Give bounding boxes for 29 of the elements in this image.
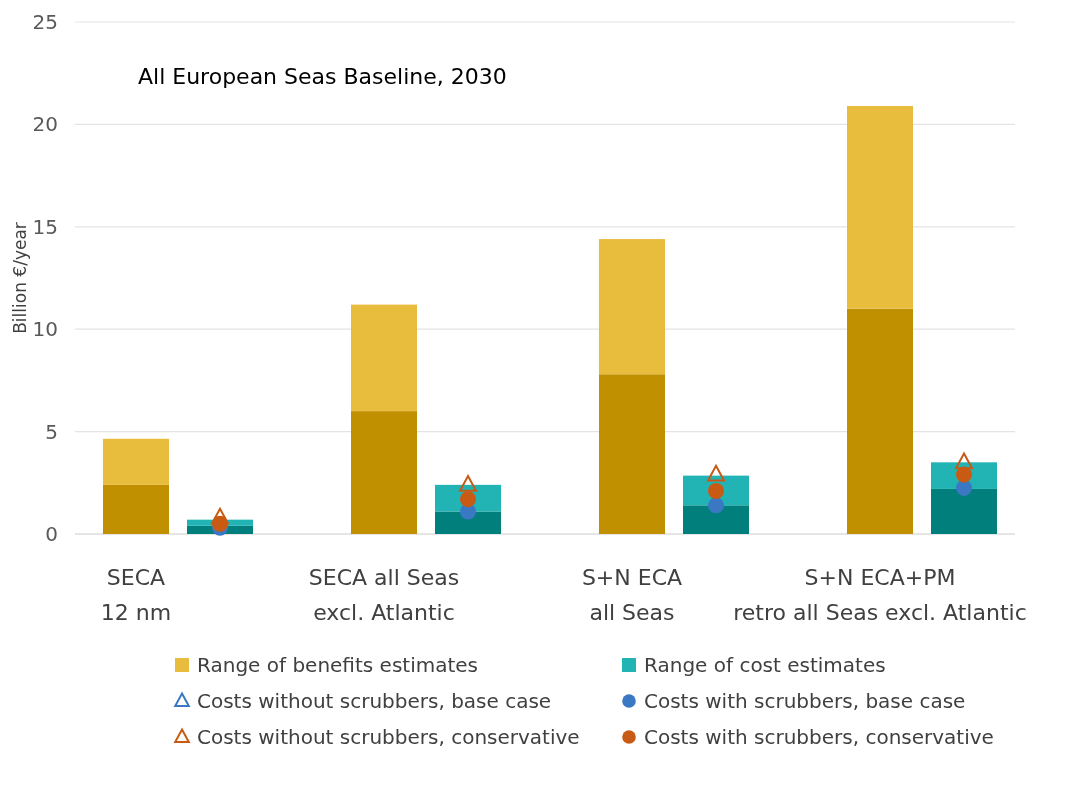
y-tick-label: 10 [32,317,58,342]
y-tick-label: 15 [32,214,58,239]
bar [599,374,665,534]
x-tick-label: SECA all Seas excl. Atlantic [308,565,460,625]
y-tick-label: 25 [32,10,58,34]
bar [847,308,913,534]
x-tick-label: S+N ECA all Seas [581,565,683,625]
bar [683,505,749,534]
bar [351,411,417,534]
x-tick-label: S+N ECA+PM retro all Seas excl. Atlantic [733,565,1027,625]
legend-label: Costs without scrubbers, base case [197,689,552,713]
y-tick-label: 5 [45,419,58,444]
bar [847,105,913,309]
bar [103,484,169,534]
bar [599,239,665,375]
text: All European Seas Baseline, 2030 [138,64,507,89]
legend-label: Costs with scrubbers, conservative [644,725,994,749]
y-tick-label: 20 [32,112,58,137]
y-tick-label: 0 [45,522,58,546]
legend-label: Range of benefits estimates [197,653,479,677]
legend-label: Costs without scrubbers, conservative [197,725,580,749]
legend-label: Range of cost estimates [644,653,886,677]
x-tick-label: SECA 12 nm [100,565,172,625]
bar [103,438,169,485]
bar [351,304,417,412]
legend-label: Costs with scrubbers, base case [644,689,966,713]
bar [931,488,997,534]
y-axis-title: Billion €/year [10,222,30,334]
bar [435,511,501,534]
